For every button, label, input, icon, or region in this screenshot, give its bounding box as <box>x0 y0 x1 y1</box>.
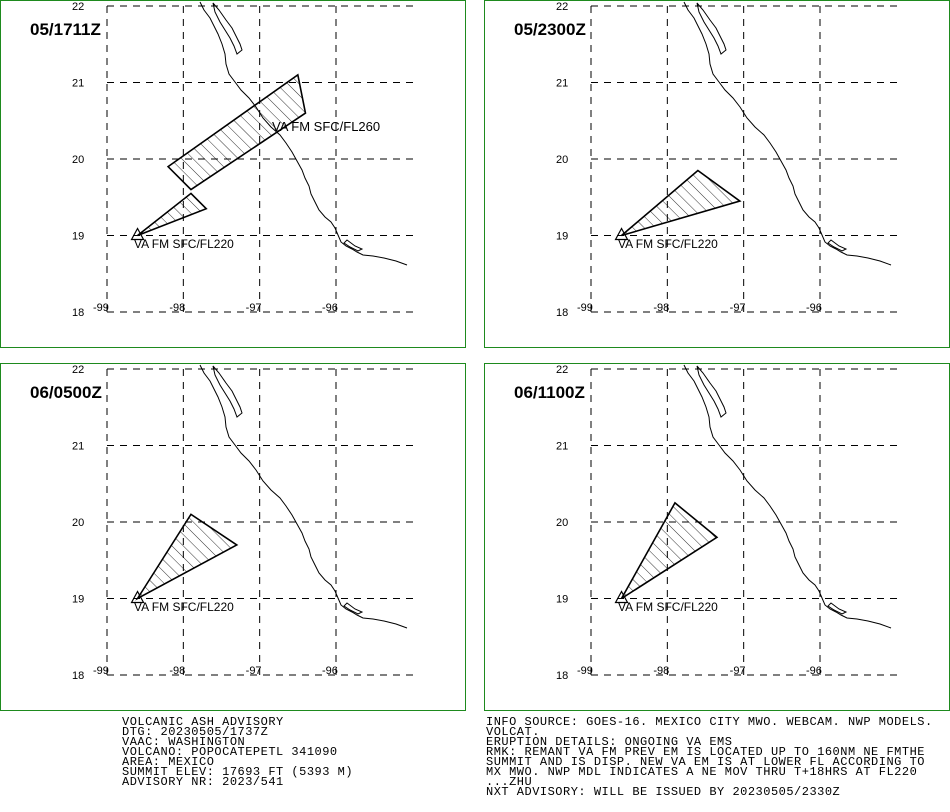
map-canvas-2: 22 21 20 19 18 -99 -98 -97 -96 VA FM SFC/FL220 05/… <box>484 0 950 348</box>
coastline <box>199 364 408 629</box>
advisory-area: AREA: MEXICO <box>122 755 215 769</box>
coastline <box>683 364 892 629</box>
advisory-title: VOLCANIC ASH ADVISORY <box>122 715 284 729</box>
coastline <box>683 1 892 266</box>
advisory-remarks-2: SUMMIT AND IS DISP. NEW VA EM IS AT LOWE… <box>486 755 925 769</box>
lat-tick-label: 22 <box>72 364 84 376</box>
ash-area-polygon <box>620 501 719 600</box>
advisory-dtg: DTG: 20230505/1737Z <box>122 725 269 739</box>
lat-tick-label: 19 <box>72 594 84 606</box>
advisory-summit-elev: SUMMIT ELEV: 17693 FT (5393 M) <box>122 765 354 779</box>
lon-tick-label: -98 <box>653 302 669 314</box>
lat-tick-label: 18 <box>556 670 568 682</box>
forecast-time-label: 06/1100Z <box>514 383 585 402</box>
map-frame <box>484 0 950 348</box>
lon-tick-label: -98 <box>169 665 185 677</box>
coastal-lagoon <box>212 2 243 55</box>
ash-area-polygon <box>135 513 239 601</box>
lon-tick-label: -96 <box>806 302 822 314</box>
volcano-icon <box>614 227 629 241</box>
lon-tick-label: -99 <box>93 302 109 314</box>
coastal-lagoon <box>212 365 243 418</box>
advisory-remarks-1: RMK: REMANT VA FM PREV EM IS LOCATED UP … <box>486 745 925 759</box>
volcano-icon <box>130 227 145 241</box>
ash-area-polygon <box>166 73 307 191</box>
ash-area-polygon <box>137 192 208 237</box>
map-canvas-3: 22 21 20 19 18 -99 -98 -97 -96 VA FM SFC/FL220 06/… <box>0 363 466 711</box>
lat-tick-label: 22 <box>72 1 84 13</box>
lat-tick-label: 20 <box>72 517 84 529</box>
forecast-time-label: 06/0500Z <box>30 383 102 402</box>
advisory-vaac: VAAC: WASHINGTON <box>122 735 246 749</box>
coastal-lagoon <box>696 365 727 418</box>
lat-tick-label: 22 <box>556 1 568 13</box>
advisory-eruption-details: ERUPTION DETAILS: ONGOING VA EMS <box>486 735 733 749</box>
volcano-icon <box>130 590 145 604</box>
ash-area-polygon <box>621 169 742 237</box>
lon-tick-label: -97 <box>730 302 746 314</box>
lat-tick-label: 20 <box>72 154 84 166</box>
lat-tick-label: 20 <box>556 154 568 166</box>
forecast-time-label: 05/2300Z <box>514 20 586 39</box>
volcano-icon <box>614 590 629 604</box>
coastal-island <box>827 602 848 615</box>
lat-tick-label: 18 <box>556 307 568 319</box>
ash-area-label: VA FM SFC/FL220 <box>134 237 234 251</box>
advisory-number: ADVISORY NR: 2023/541 <box>122 775 284 789</box>
lat-tick-label: 18 <box>72 670 84 682</box>
lon-tick-label: -97 <box>730 665 746 677</box>
lon-tick-label: -96 <box>322 302 338 314</box>
map-panel-3: 22 21 20 19 18 -99 -98 -97 -96 VA FM SFC/FL220 06/… <box>0 363 466 711</box>
forecast-time-label: 05/1711Z <box>30 20 101 39</box>
coastal-lagoon <box>696 2 727 55</box>
lat-tick-label: 19 <box>556 594 568 606</box>
advisory-next: NXT ADVISORY: WILL BE ISSUED BY 20230505… <box>486 785 841 799</box>
advisory-header-block: VOLCANIC ASH ADVISORY DTG: 20230505/1737… <box>122 715 354 789</box>
lat-tick-label: 21 <box>72 441 84 453</box>
lat-tick-label: 19 <box>72 231 84 243</box>
advisory-info-source: INFO SOURCE: GOES-16. MEXICO CITY MWO. W… <box>486 715 933 729</box>
ash-area-label: VA FM SFC/FL220 <box>618 237 718 251</box>
map-canvas-4: 22 21 20 19 18 -99 -98 -97 -96 VA FM SFC/FL220 06/… <box>484 363 950 711</box>
coastal-island <box>343 602 364 615</box>
lat-tick-label: 18 <box>72 307 84 319</box>
coastline <box>199 1 408 266</box>
lat-tick-label: 22 <box>556 364 568 376</box>
advisory-remarks-3: MX MWO. NWP MDL INDICATES A NE MOV THRU … <box>486 765 918 779</box>
lat-tick-label: 21 <box>556 78 568 90</box>
lon-tick-label: -99 <box>577 302 593 314</box>
lon-tick-label: -98 <box>169 302 185 314</box>
map-canvas-1: 22 21 20 19 18 -99 -98 -97 -96 VA FM SFC/FL260 VA … <box>0 0 466 348</box>
ash-area-label: VA FM SFC/FL220 <box>134 600 234 614</box>
coastal-island <box>827 239 848 252</box>
lon-tick-label: -96 <box>806 665 822 677</box>
lat-tick-label: 21 <box>72 78 84 90</box>
lon-tick-label: -98 <box>653 665 669 677</box>
map-frame <box>0 363 466 711</box>
lon-tick-label: -96 <box>322 665 338 677</box>
ash-area-label: VA FM SFC/FL220 <box>618 600 718 614</box>
lon-tick-label: -99 <box>577 665 593 677</box>
advisory-signature: ...ZHU <box>486 775 533 789</box>
advisory-details-block: INFO SOURCE: GOES-16. MEXICO CITY MWO. W… <box>486 715 933 799</box>
map-frame <box>0 0 466 348</box>
lat-tick-label: 20 <box>556 517 568 529</box>
lon-tick-label: -97 <box>246 302 262 314</box>
lon-tick-label: -99 <box>93 665 109 677</box>
map-panel-4: 22 21 20 19 18 -99 -98 -97 -96 VA FM SFC/FL220 06/… <box>484 363 950 711</box>
lon-tick-label: -97 <box>246 665 262 677</box>
ash-area-label: VA FM SFC/FL260 <box>272 119 380 134</box>
advisory-volcano: VOLCANO: POPOCATEPETL 341090 <box>122 745 338 759</box>
map-panel-2: 22 21 20 19 18 -99 -98 -97 -96 VA FM SFC/FL220 05/… <box>484 0 950 348</box>
advisory-info-source-cont: VOLCAT. <box>486 725 540 739</box>
map-panel-1: 22 21 20 19 18 -99 -98 -97 -96 VA FM SFC/FL260 VA … <box>0 0 466 348</box>
lat-tick-label: 21 <box>556 441 568 453</box>
coastal-island <box>343 239 364 252</box>
lat-tick-label: 19 <box>556 231 568 243</box>
